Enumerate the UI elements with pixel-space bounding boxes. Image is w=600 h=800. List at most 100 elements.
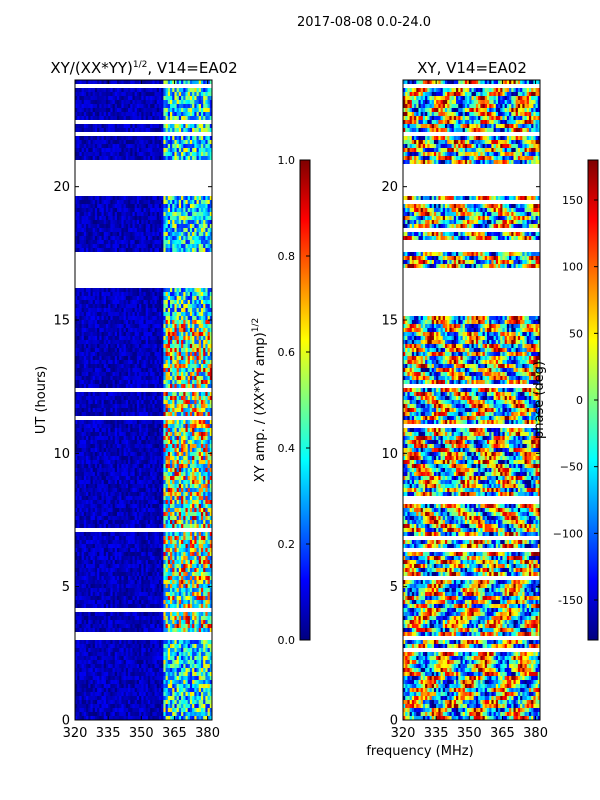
heatmap-cell (75, 84, 78, 89)
heatmap-cell (121, 340, 125, 345)
heatmap-cell (161, 268, 164, 273)
heatmap-cell (108, 376, 111, 381)
heatmap-cell (108, 188, 111, 193)
heatmap-cell (110, 312, 113, 317)
heatmap-cell (200, 220, 204, 225)
heatmap-cell (103, 392, 107, 397)
heatmap-cell (88, 312, 91, 317)
heatmap-cell (81, 332, 85, 337)
heatmap-cell (119, 108, 122, 113)
heatmap-cell (83, 168, 87, 173)
heatmap-cell (103, 264, 107, 269)
heatmap-cell (114, 360, 118, 365)
heatmap-cell (88, 208, 91, 213)
heatmap-cell (75, 388, 78, 393)
heatmap-cell (112, 392, 116, 397)
heatmap-cell (189, 384, 193, 389)
heatmap-cell (185, 160, 189, 165)
heatmap-cell (94, 260, 98, 265)
heatmap-cell (132, 100, 136, 105)
heatmap-cell (90, 296, 94, 301)
heatmap-cell (209, 80, 212, 85)
heatmap-cell (192, 248, 195, 253)
heatmap-cell (183, 112, 186, 117)
heatmap-cell (97, 288, 100, 293)
heatmap-cell (94, 248, 98, 253)
heatmap-cell (178, 132, 182, 137)
heatmap-cell (108, 256, 111, 261)
heatmap-cell (192, 84, 195, 89)
heatmap-cell (154, 280, 158, 285)
heatmap-cell (145, 304, 149, 309)
heatmap-cell (141, 244, 144, 249)
heatmap-cell (150, 392, 153, 397)
heatmap-cell (152, 212, 155, 217)
heatmap-cell (134, 124, 138, 129)
heatmap-cell (185, 228, 189, 233)
heatmap-cell (167, 380, 171, 385)
heatmap-cell (143, 136, 147, 141)
heatmap-cell (86, 100, 89, 105)
heatmap-cell (172, 296, 175, 301)
heatmap-cell (130, 268, 133, 273)
heatmap-cell (88, 296, 91, 301)
heatmap-cell (112, 308, 116, 313)
heatmap-cell (209, 316, 212, 321)
heatmap-cell (158, 260, 162, 265)
heatmap-cell (77, 224, 80, 229)
heatmap-cell (165, 276, 169, 281)
heatmap-cell (94, 360, 98, 365)
heatmap-cell (114, 316, 118, 321)
heatmap-cell (123, 88, 127, 93)
heatmap-cell (163, 312, 166, 317)
heatmap-cell (83, 152, 87, 157)
heatmap-cell (147, 296, 151, 301)
heatmap-cell (207, 356, 211, 361)
heatmap-cell (128, 164, 131, 169)
heatmap-cell (77, 332, 80, 337)
heatmap-cell (88, 256, 91, 261)
heatmap-cell (114, 392, 118, 397)
heatmap-cell (134, 172, 138, 177)
heatmap-cell (125, 172, 129, 177)
heatmap-cell (152, 348, 155, 353)
heatmap-cell (119, 148, 122, 153)
heatmap-cell (134, 240, 138, 245)
heatmap-cell (101, 80, 105, 85)
heatmap-cell (88, 120, 91, 125)
heatmap-cell (128, 108, 131, 113)
heatmap-cell (139, 380, 142, 385)
heatmap-cell (145, 108, 149, 113)
heatmap-cell (101, 148, 105, 153)
heatmap-cell (203, 252, 206, 257)
heatmap-cell (92, 208, 96, 213)
amplitude-heatmap (75, 80, 212, 720)
heatmap-cell (189, 84, 193, 89)
heatmap-cell (189, 392, 193, 397)
heatmap-cell (185, 100, 189, 105)
heatmap-cell (110, 316, 113, 321)
heatmap-cell (136, 304, 140, 309)
heatmap-cell (200, 368, 204, 373)
heatmap-cell (161, 304, 164, 309)
heatmap-cell (170, 288, 173, 293)
heatmap-cell (139, 92, 142, 97)
heatmap-cell (163, 192, 166, 197)
heatmap-cell (150, 160, 153, 165)
heatmap-cell (163, 220, 166, 225)
heatmap-cell (187, 84, 191, 89)
heatmap-cell (174, 180, 178, 185)
heatmap-cell (176, 256, 180, 261)
heatmap-cell (101, 204, 105, 209)
heatmap-cell (200, 348, 204, 353)
heatmap-cell (158, 176, 162, 181)
heatmap-cell (145, 132, 149, 137)
heatmap-cell (121, 312, 125, 317)
heatmap-cell (185, 152, 189, 157)
heatmap-cell (125, 380, 129, 385)
heatmap-cell (99, 184, 102, 189)
heatmap-cell (158, 216, 162, 221)
heatmap-cell (79, 80, 83, 85)
heatmap-cell (196, 96, 200, 101)
heatmap-cell (77, 248, 80, 253)
